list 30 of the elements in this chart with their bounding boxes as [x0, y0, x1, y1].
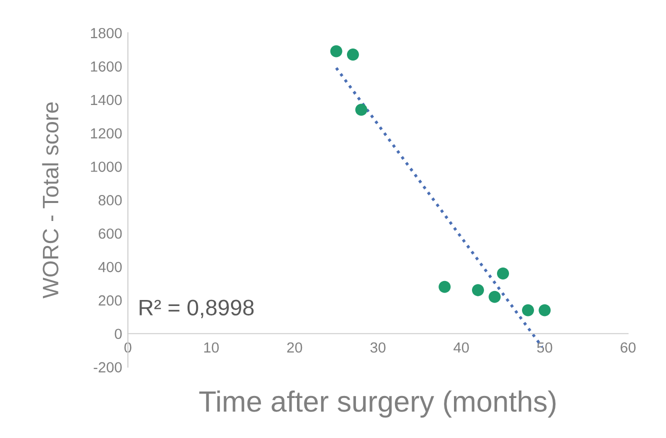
y-tick-label: 1200 — [90, 128, 122, 139]
x-axis-title: Time after surgery (months) — [199, 390, 556, 418]
x-tick-label: 10 — [204, 342, 219, 353]
y-tick-label: 1600 — [90, 61, 122, 72]
point — [330, 45, 342, 58]
y-tick-label: 600 — [98, 228, 122, 239]
y-tick-label: 1000 — [90, 162, 122, 172]
point — [496, 267, 510, 280]
point — [472, 284, 484, 296]
point — [538, 304, 551, 316]
y-tick-label: 0 — [114, 328, 122, 340]
y-tick-label: 1800 — [90, 28, 122, 38]
y-tick-label: -200 — [94, 362, 122, 372]
point — [488, 290, 501, 303]
x-tick-label: 0 — [124, 342, 132, 353]
x-tick-label: 40 — [454, 342, 469, 353]
y-tick-label: 400 — [98, 262, 122, 272]
y-tick-label: 1400 — [90, 94, 122, 106]
x-tick-label: 50 — [537, 342, 552, 353]
y-tick-label: 800 — [98, 195, 122, 206]
x-tick-label: 30 — [370, 342, 386, 353]
annotation: R² = 0,8998 — [140, 300, 254, 318]
x-tick-label: 20 — [287, 342, 302, 353]
point — [355, 104, 368, 116]
y-axis-title: WORC - Total score — [42, 102, 58, 298]
point — [438, 280, 451, 293]
point — [522, 304, 534, 316]
point — [346, 48, 359, 61]
x-tick-label: 60 — [620, 342, 636, 353]
y-tick-label: 200 — [98, 295, 122, 306]
